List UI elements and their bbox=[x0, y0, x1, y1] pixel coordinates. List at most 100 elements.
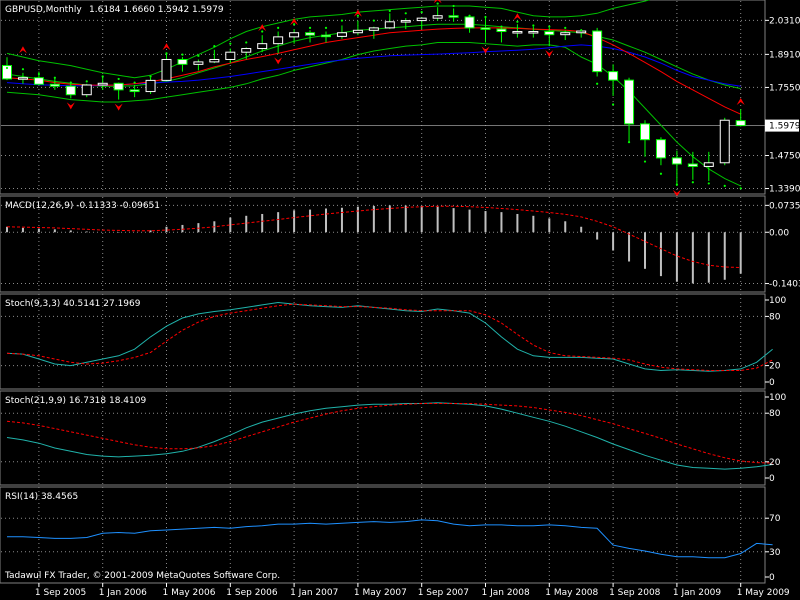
current-price-tag: 1.5979 bbox=[765, 119, 800, 132]
signal-dot bbox=[532, 24, 535, 27]
stoch-9-label: Stoch(9,3,3) 40.5141 27.1969 bbox=[5, 299, 141, 309]
signal-dot bbox=[452, 4, 455, 8]
candle-bull bbox=[161, 58, 172, 81]
candle-bull bbox=[97, 82, 108, 86]
signal-dot bbox=[404, 12, 407, 15]
stoch-21-axis: 100 80 20 0 bbox=[765, 393, 786, 484]
rsi-panel[interactable]: 70 30 0 RSI(14) 38.4565 Tadawul FX Trader,… bbox=[0, 486, 781, 584]
signal-dots bbox=[5, 2, 742, 190]
stoch-21-panel[interactable]: 100 80 20 0 Stoch(21,9,9) 16.7318 18.4109 bbox=[0, 390, 786, 486]
axis-tick-label: 80 bbox=[769, 312, 781, 322]
fractal-down-arrow bbox=[114, 103, 123, 111]
axis-tick-label: 0 bbox=[769, 474, 775, 484]
time-tick-label: 1 Sep 2007 bbox=[418, 588, 469, 598]
stoch-21-label: Stoch(21,9,9) 16.7318 18.4109 bbox=[5, 396, 146, 406]
signal-dot bbox=[500, 25, 503, 28]
time-tick-label: 1 Sep 2006 bbox=[226, 588, 278, 598]
axis-tick-label: 100 bbox=[769, 296, 786, 306]
macd-axis: 0.07357 0.00 -0.1403 bbox=[765, 201, 800, 290]
stoch-9-axis: 100 80 20 0 bbox=[765, 296, 786, 388]
stoch-9-panel[interactable]: 100 80 20 0 Stoch(9,3,3) 40.5141 27.1969 bbox=[0, 293, 786, 390]
candle-bull bbox=[17, 77, 28, 80]
fractal-up-arrow bbox=[290, 18, 299, 26]
indicator-line bbox=[6, 402, 773, 470]
time-tick-label: 1 May 2009 bbox=[737, 588, 790, 598]
candle-bear bbox=[496, 28, 507, 33]
price-panel-border bbox=[0, 0, 766, 195]
axis-tick-label: 70 bbox=[769, 514, 781, 524]
signal-dot bbox=[596, 82, 599, 85]
price-grid bbox=[1, 1, 765, 193]
signal-dot bbox=[181, 53, 184, 56]
candle-bull bbox=[145, 79, 156, 93]
price-axis: 2.0310 1.8910 1.7550 1.4750 1.3390 bbox=[765, 16, 800, 195]
signal-dot bbox=[324, 26, 328, 29]
signal-dot bbox=[277, 26, 280, 29]
indicator-line bbox=[6, 301, 773, 372]
candle-bull bbox=[193, 61, 204, 65]
candle-bear bbox=[640, 123, 650, 141]
symbol-title: GBPUSD,Monthly bbox=[5, 5, 82, 15]
candle-bull bbox=[257, 43, 268, 50]
candle-bear bbox=[65, 85, 76, 96]
current-price-label: 1.5979 bbox=[769, 122, 800, 132]
signal-dot bbox=[739, 187, 742, 190]
signal-dot bbox=[117, 77, 120, 81]
price-panel[interactable]: 2.0310 1.8910 1.7550 1.4750 1.3390 GBPUSD,Mo… bbox=[0, 0, 800, 197]
candle-bull bbox=[416, 17, 427, 22]
axis-tick-label: 2.0310 bbox=[769, 16, 800, 26]
macd-label: MACD(12,26,9) -0.11333 -0.09651 bbox=[5, 201, 160, 211]
candle-bull bbox=[241, 48, 252, 53]
candle-bull bbox=[289, 32, 300, 38]
signal-dot bbox=[723, 184, 726, 187]
band-upper-line bbox=[6, 0, 651, 79]
axis-tick-label: -0.1403 bbox=[769, 280, 800, 290]
candle-bull bbox=[336, 32, 347, 37]
axis-tick-label: 80 bbox=[769, 409, 781, 419]
candle-bull bbox=[273, 36, 284, 45]
signal-dot bbox=[101, 75, 104, 78]
signal-dot bbox=[627, 141, 631, 144]
signal-dot bbox=[420, 10, 423, 14]
current-price-box bbox=[765, 119, 799, 132]
rsi-grid bbox=[1, 487, 764, 584]
signal-dot bbox=[5, 66, 9, 70]
macd-signal-line bbox=[6, 205, 741, 268]
signal-dot bbox=[564, 26, 567, 29]
time-tick-label: 1 Sep 2008 bbox=[609, 588, 661, 598]
fractal-markers bbox=[18, 0, 745, 197]
candle-bear bbox=[687, 163, 698, 167]
candle-bear bbox=[544, 31, 555, 36]
time-tick-label: 1 Sep 2005 bbox=[35, 588, 86, 598]
macd-grid bbox=[1, 197, 764, 291]
candle-bull bbox=[719, 119, 730, 164]
candle-bull bbox=[368, 27, 379, 31]
signal-dot bbox=[85, 80, 88, 83]
indicator-line bbox=[6, 303, 773, 371]
candle-bull bbox=[352, 29, 363, 34]
axis-tick-label: 1.3390 bbox=[769, 185, 800, 195]
fractal-down-arrow bbox=[481, 46, 490, 54]
candle-bear bbox=[480, 27, 491, 30]
axis-tick-label: 0.00 bbox=[769, 228, 789, 238]
signal-dot bbox=[484, 15, 487, 19]
fractal-down-arrow bbox=[545, 50, 554, 58]
signal-dot bbox=[356, 14, 359, 17]
candle-bear bbox=[129, 89, 140, 93]
axis-tick-label: 0.07357 bbox=[769, 201, 800, 211]
candle-bear bbox=[655, 139, 666, 159]
stoch-9-lines bbox=[6, 301, 773, 372]
axis-tick-label: 1.7550 bbox=[769, 83, 800, 93]
fractal-up-arrow bbox=[513, 13, 522, 21]
signal-dot bbox=[675, 183, 679, 186]
band-lower-line bbox=[6, 42, 741, 187]
candle-bull bbox=[400, 20, 411, 23]
indicator-line bbox=[6, 403, 773, 464]
macd-signal-polyline bbox=[6, 205, 741, 268]
signal-dot bbox=[372, 19, 375, 22]
rsi-panel-border bbox=[0, 486, 766, 584]
macd-panel[interactable]: 0.07357 0.00 -0.1403 MACD(12,26,9) -0.1133… bbox=[0, 195, 800, 293]
axis-tick-label: 100 bbox=[769, 393, 786, 403]
